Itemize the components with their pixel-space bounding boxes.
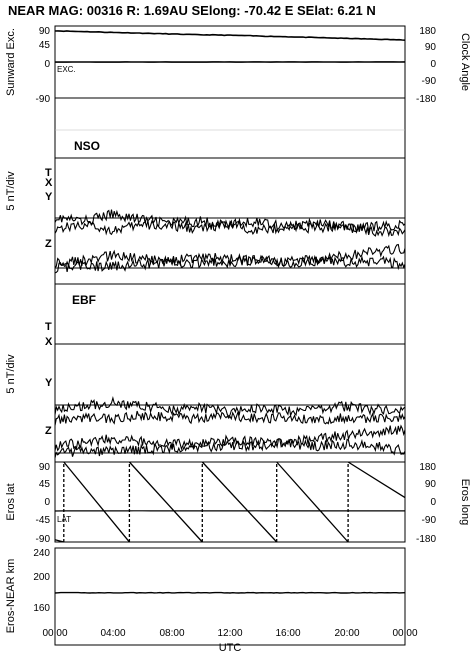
ylabel-right: Eros long [459, 479, 471, 525]
x-axis-label: UTC [219, 642, 242, 654]
component-label: Y [45, 191, 53, 203]
series-line-z [54, 424, 406, 459]
component-label: Z [45, 425, 52, 437]
x-axis: 00:00 04:00 08:00 12:00 16:00 20:00 00:0… [42, 628, 417, 654]
x-tick-label: 16:00 [275, 628, 300, 639]
component-label: X [45, 336, 53, 348]
component-label: T [45, 167, 52, 179]
tick-left: 45 [39, 479, 51, 490]
x-tick-label: 04:00 [100, 628, 125, 639]
tick-right: 180 [419, 26, 436, 37]
longitude-segment [63, 461, 130, 543]
ylabel: 5 nT/div [5, 354, 17, 394]
inset-label: EXC. [57, 65, 76, 74]
tick-right: 90 [425, 479, 437, 490]
component-label: Z [45, 238, 52, 250]
x-tick-label: 08:00 [159, 628, 184, 639]
longitude-segment [201, 461, 278, 543]
tick-right: 90 [425, 42, 437, 53]
component-label: T [45, 321, 52, 333]
figure-title: NEAR MAG: 00316 R: 1.69AU SElong: -70.42… [8, 3, 376, 18]
panel-nso: NSO 5 nT/div T X Y Z [5, 97, 406, 285]
tick-left: 240 [33, 548, 50, 559]
panel-frame [54, 547, 406, 646]
plot-label: EBF [72, 293, 96, 307]
longitude-segment [54, 539, 64, 543]
x-tick-label: 00:00 [392, 628, 417, 639]
ylabel: Eros-NEAR km [5, 559, 17, 634]
tick-left: 90 [39, 462, 51, 473]
series-line-z [54, 243, 406, 274]
panel-ebf: EBF 5 nT/div T X Y Z [5, 283, 406, 463]
longitude-segment [276, 461, 349, 543]
component-label: Y [45, 377, 53, 389]
ylabel-left: Eros lat [5, 483, 17, 520]
series-line-y [54, 434, 406, 456]
tick-left: 200 [33, 572, 50, 583]
series-line-x [54, 410, 406, 426]
tick-right: -180 [416, 94, 436, 105]
ylabel-right: Clock Angle [459, 33, 471, 91]
tick-right: -90 [422, 515, 437, 526]
tick-left: 90 [39, 26, 51, 37]
ylabel-left: Sunward Exc. [5, 28, 17, 96]
panel-frame [54, 283, 406, 463]
longitude-segment [347, 461, 406, 499]
tick-left: -90 [36, 534, 51, 545]
panel-eros-near-distance: Eros-NEAR km 240 200 160 [5, 547, 406, 646]
series-line-sunward [54, 30, 406, 41]
panel-frame [54, 461, 406, 543]
tick-left: 45 [39, 40, 51, 51]
component-label: X [45, 177, 53, 189]
longitude-segment [128, 461, 203, 543]
tick-right: -90 [422, 76, 437, 87]
tick-left: -45 [36, 515, 51, 526]
tick-right: 0 [430, 59, 436, 70]
longitude-series [54, 461, 406, 543]
x-tick-label: 12:00 [217, 628, 242, 639]
x-tick-label: 20:00 [334, 628, 359, 639]
panel-frame [54, 97, 406, 285]
tick-left: 0 [44, 59, 50, 70]
tick-right: 0 [430, 497, 436, 508]
x-tick-label: 00:00 [42, 628, 67, 639]
ylabel: 5 nT/div [5, 171, 17, 211]
series-line-t [54, 396, 406, 418]
panel-sunward-excursion: Sunward Exc. Clock Angle 90 45 0 -90 180… [5, 25, 471, 105]
series-line-x [54, 219, 406, 238]
panel-eros-position: Eros lat Eros long 90 45 0 -45 -90 180 9… [5, 461, 471, 545]
tick-right: 180 [419, 462, 436, 473]
tick-left: 0 [44, 497, 50, 508]
tick-left: -90 [36, 94, 51, 105]
tick-left: 160 [33, 603, 50, 614]
plot-label: NSO [74, 139, 100, 153]
tick-right: -180 [416, 534, 436, 545]
